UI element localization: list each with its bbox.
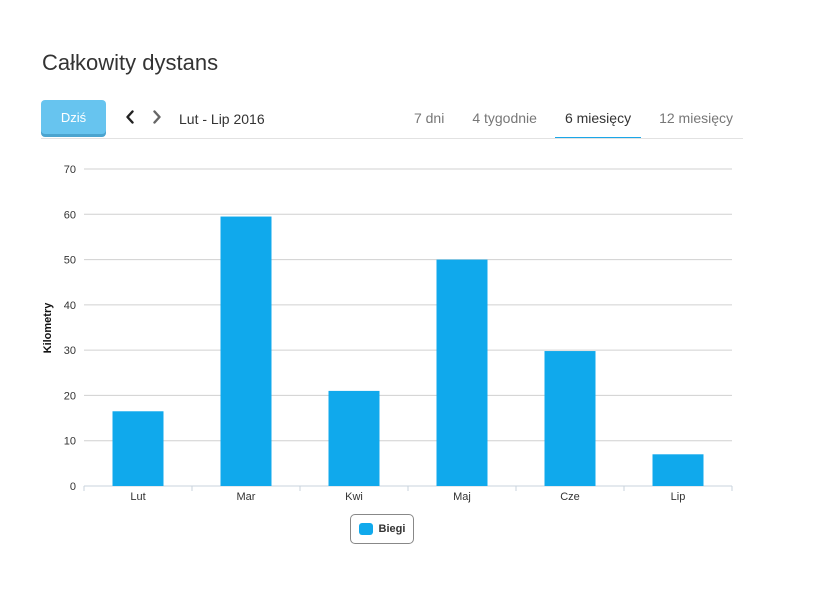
y-tick-label: 70 [64, 164, 76, 176]
x-tick-label: Lip [671, 491, 686, 503]
x-tick-label: Cze [560, 491, 580, 503]
y-tick-label: 40 [64, 300, 76, 312]
y-tick-label: 60 [64, 209, 76, 221]
toolbar-divider [41, 138, 743, 139]
x-tick-label: Kwi [345, 491, 363, 503]
x-tick-label: Lut [130, 491, 145, 503]
y-tick-label: 30 [64, 345, 76, 357]
bar-mar [220, 216, 272, 487]
date-range-label: Lut - Lip 2016 [179, 111, 265, 127]
y-tick-label: 0 [70, 481, 76, 493]
y-tick-label: 20 [64, 390, 76, 402]
chevron-right-icon[interactable] [149, 107, 165, 127]
legend-item-biegi[interactable]: Biegi [350, 514, 414, 544]
chart-toolbar: Dziś Lut - Lip 2016 7 dni 4 tygodnie 6 m… [41, 100, 743, 139]
bar-cze [544, 351, 596, 486]
tab-7-days[interactable]: 7 dni [413, 110, 445, 126]
y-axis-label: Kilometry [42, 302, 54, 354]
tab-12-months[interactable]: 12 miesięcy [659, 110, 733, 126]
x-tick-label: Maj [453, 491, 471, 503]
legend-label: Biegi [378, 523, 406, 535]
bar-maj [436, 259, 488, 486]
bar-kwi [328, 390, 380, 486]
page-title: Całkowity dystans [42, 50, 219, 75]
x-tick-label: Mar [237, 491, 256, 503]
bar-lip [652, 454, 704, 486]
today-button[interactable]: Dziś [41, 100, 106, 134]
tab-4-weeks[interactable]: 4 tygodnie [472, 110, 537, 126]
y-tick-label: 10 [64, 436, 76, 448]
chevron-left-icon[interactable] [122, 107, 138, 127]
legend-swatch [358, 523, 373, 535]
y-tick-label: 50 [64, 255, 76, 267]
bar-lut [112, 411, 164, 486]
